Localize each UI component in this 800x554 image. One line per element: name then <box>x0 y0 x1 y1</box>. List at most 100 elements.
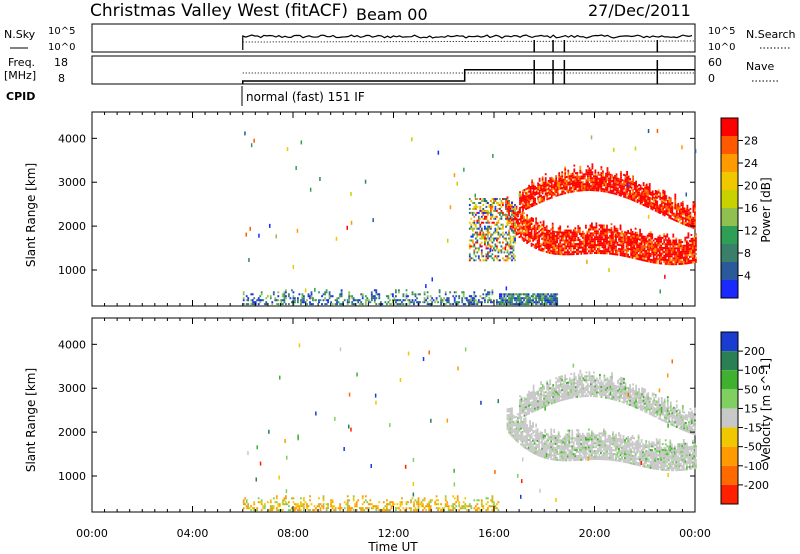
data-cell <box>621 246 623 249</box>
data-cell <box>585 436 587 439</box>
data-cell <box>629 195 631 198</box>
data-cell <box>581 432 584 435</box>
data-cell <box>493 259 495 262</box>
data-cell <box>640 248 643 251</box>
data-cell <box>550 180 553 183</box>
data-cell <box>630 228 632 231</box>
data-cell <box>399 299 402 302</box>
data-cell <box>491 291 494 294</box>
data-cell <box>562 451 565 454</box>
data-cell <box>530 223 533 225</box>
data-cell <box>254 301 257 304</box>
data-cell <box>522 209 524 212</box>
data-cell <box>603 234 605 237</box>
data-cell <box>594 246 596 249</box>
data-cell <box>526 428 528 431</box>
data-cell <box>505 215 507 218</box>
data-cell <box>542 222 545 225</box>
data-cell <box>372 507 375 510</box>
data-cell <box>606 169 609 172</box>
data-cell <box>620 186 622 189</box>
data-cell <box>573 178 576 181</box>
data-cell <box>663 260 666 263</box>
data-cell <box>520 219 522 222</box>
data-cell <box>597 458 599 460</box>
data-cell <box>532 447 534 450</box>
data-cell <box>574 180 577 183</box>
data-cell <box>575 235 578 238</box>
data-cell <box>405 297 408 300</box>
data-cell <box>633 245 635 248</box>
data-cell <box>532 225 534 228</box>
data-cell <box>473 507 476 510</box>
data-cell <box>503 213 506 216</box>
data-cell <box>364 495 367 498</box>
data-cell <box>627 189 630 192</box>
data-cell <box>642 259 644 262</box>
data-cell <box>482 198 485 200</box>
data-cell <box>623 173 625 176</box>
data-cell <box>419 503 421 506</box>
data-cell <box>514 422 516 425</box>
data-cell <box>496 247 498 250</box>
data-cell <box>555 181 558 184</box>
data-cell <box>578 437 581 439</box>
data-cell <box>587 187 589 190</box>
data-cell <box>369 301 372 304</box>
data-cell <box>604 246 607 249</box>
data-cell <box>553 293 556 296</box>
data-cell <box>615 237 617 240</box>
data-cell <box>639 234 641 237</box>
data-cell <box>535 451 537 454</box>
data-cell <box>585 438 587 441</box>
data-cell <box>665 207 668 210</box>
data-cell <box>521 211 524 213</box>
data-cell <box>591 246 593 249</box>
data-cell <box>361 509 364 512</box>
data-cell <box>423 499 426 502</box>
data-cell <box>675 241 678 244</box>
data-cell <box>680 214 683 217</box>
data-cell <box>586 248 589 251</box>
data-cell <box>671 212 674 214</box>
data-cell <box>509 209 512 212</box>
data-cell <box>662 199 665 202</box>
data-cell <box>559 239 562 242</box>
data-cell <box>508 416 510 418</box>
data-cell <box>487 243 489 246</box>
data-cell <box>650 193 653 196</box>
data-cell <box>637 248 640 251</box>
data-cell <box>559 449 562 452</box>
data-cell <box>623 183 625 186</box>
data-cell <box>464 505 467 508</box>
data-cell <box>520 439 522 442</box>
data-cell <box>580 187 583 190</box>
data-cell <box>298 505 301 508</box>
data-cell <box>648 204 651 207</box>
data-cell <box>526 303 528 306</box>
data-cell <box>673 255 676 258</box>
data-cell <box>632 183 634 186</box>
data-cell <box>558 174 561 177</box>
data-cell <box>531 183 533 186</box>
data-cell <box>581 442 584 445</box>
data-cell <box>548 442 551 444</box>
data-cell <box>577 435 580 438</box>
data-cell <box>689 250 691 252</box>
data-cell <box>692 241 694 244</box>
data-cell <box>569 241 572 244</box>
data-cell <box>630 234 632 237</box>
data-cell <box>654 205 657 208</box>
data-cell <box>636 189 639 192</box>
data-cell <box>636 232 638 235</box>
data-cell <box>550 458 553 461</box>
data-cell <box>477 257 480 260</box>
data-cell <box>527 443 530 445</box>
data-cell <box>563 243 566 246</box>
data-cell <box>580 242 583 245</box>
data-cell <box>556 449 559 451</box>
data-cell <box>518 434 521 437</box>
data-cell <box>609 175 612 178</box>
data-cell <box>304 288 307 293</box>
data-cell <box>580 442 583 445</box>
